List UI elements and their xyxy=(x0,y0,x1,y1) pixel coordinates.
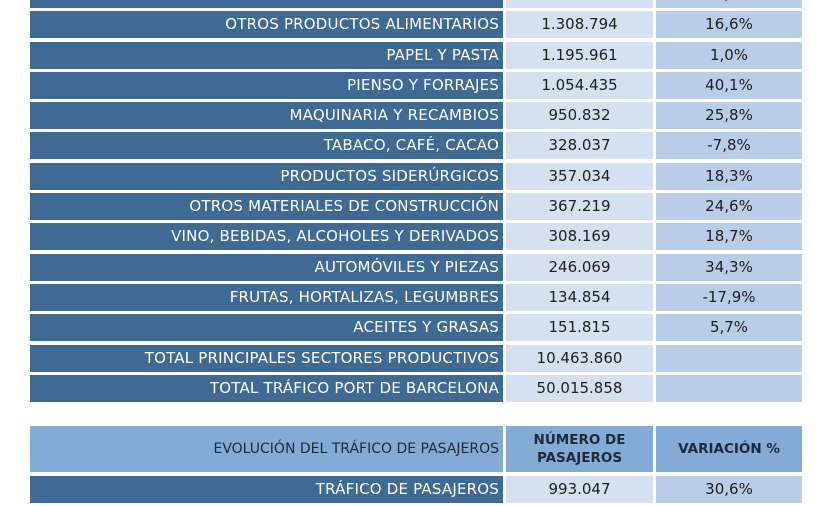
table-row: TRÁFICO DE PASAJEROS 993.047 30,6% xyxy=(30,476,802,503)
row-value: 357.034 xyxy=(506,162,653,190)
row-label: VINO, BEBIDAS, ALCOHOLES Y DERIVADOS xyxy=(30,223,503,251)
row-value: 134.854 xyxy=(506,283,653,311)
row-variation: 18,7% xyxy=(656,223,802,251)
row-label: AUTOMÓVILES Y PIEZAS xyxy=(30,253,503,281)
row-variation: 24,6% xyxy=(656,193,802,221)
row-label: PAPEL Y PASTA xyxy=(30,41,503,69)
table-row-total-port: TOTAL TRÁFICO PORT DE BARCELONA 50.015.8… xyxy=(30,374,802,402)
table-row: ACEITES Y GRASAS 151.815 5,7% xyxy=(30,314,802,342)
header-label: EVOLUCIÓN DEL TRÁFICO DE PASAJEROS xyxy=(30,426,503,472)
table-row: PAPEL Y PASTA 1.195.961 1,0% xyxy=(30,41,802,69)
row-label: FRUTAS, HORTALIZAS, LEGUMBRES xyxy=(30,283,503,311)
table-row: PRODUCTOS SIDERÚRGICOS 357.034 18,3% xyxy=(30,162,802,190)
table-row: MAQUINARIA Y RECAMBIOS 950.832 25,8% xyxy=(30,102,802,130)
header-variation: VARIACIÓN % xyxy=(656,426,802,472)
row-label: TOTAL TRÁFICO PORT DE BARCELONA xyxy=(30,374,503,402)
header-number-of-passengers: NÚMERO DE PASAJEROS xyxy=(506,426,653,472)
row-variation: 1,0% xyxy=(656,41,802,69)
table-row: RESTO DE MERCANCÍA SEGÚN SU NATURALEZA 1… xyxy=(30,0,802,8)
row-label: TOTAL PRINCIPALES SECTORES PRODUCTIVOS xyxy=(30,344,503,372)
table-header: EVOLUCIÓN DEL TRÁFICO DE PASAJEROS NÚMER… xyxy=(30,426,802,472)
table-row: TABACO, CAFÉ, CACAO 328.037 -7,8% xyxy=(30,132,802,160)
passengers-table: EVOLUCIÓN DEL TRÁFICO DE PASAJEROS NÚMER… xyxy=(30,426,802,506)
row-variation: 20,7% xyxy=(656,0,802,8)
row-label: TRÁFICO DE PASAJEROS xyxy=(30,476,503,503)
row-value: 1.848.894 xyxy=(506,0,653,8)
row-value: 50.015.858 xyxy=(506,374,653,402)
table-row: AUTOMÓVILES Y PIEZAS 246.069 34,3% xyxy=(30,253,802,281)
row-value: 308.169 xyxy=(506,223,653,251)
row-value: 367.219 xyxy=(506,193,653,221)
row-label: PIENSO Y FORRAJES xyxy=(30,71,503,99)
row-variation: 18,3% xyxy=(656,162,802,190)
row-label: RESTO DE MERCANCÍA SEGÚN SU NATURALEZA xyxy=(30,0,503,8)
table-row-total-sectors: TOTAL PRINCIPALES SECTORES PRODUCTIVOS 1… xyxy=(30,344,802,372)
row-value: 1.054.435 xyxy=(506,71,653,99)
row-variation: 34,3% xyxy=(656,253,802,281)
row-value: 10.463.860 xyxy=(506,344,653,372)
goods-traffic-table: RESTO DE MERCANCÍA SEGÚN SU NATURALEZA 1… xyxy=(30,0,802,405)
row-value: 1.308.794 xyxy=(506,11,653,39)
row-label: ACEITES Y GRASAS xyxy=(30,314,503,342)
row-value: 328.037 xyxy=(506,132,653,160)
table-row: PIENSO Y FORRAJES 1.054.435 40,1% xyxy=(30,71,802,99)
row-value: 151.815 xyxy=(506,314,653,342)
table-row: VINO, BEBIDAS, ALCOHOLES Y DERIVADOS 308… xyxy=(30,223,802,251)
row-variation: 30,6% xyxy=(656,476,802,503)
row-variation: -17,9% xyxy=(656,283,802,311)
row-label: OTROS PRODUCTOS ALIMENTARIOS xyxy=(30,11,503,39)
row-variation: 25,8% xyxy=(656,102,802,130)
row-label: OTROS MATERIALES DE CONSTRUCCIÓN xyxy=(30,193,503,221)
row-label: MAQUINARIA Y RECAMBIOS xyxy=(30,102,503,130)
row-label: PRODUCTOS SIDERÚRGICOS xyxy=(30,162,503,190)
row-value: 246.069 xyxy=(506,253,653,281)
row-variation xyxy=(656,374,802,402)
row-label: TABACO, CAFÉ, CACAO xyxy=(30,132,503,160)
table-row: OTROS PRODUCTOS ALIMENTARIOS 1.308.794 1… xyxy=(30,11,802,39)
row-value: 1.195.961 xyxy=(506,41,653,69)
row-value: 993.047 xyxy=(506,476,653,503)
row-variation: 5,7% xyxy=(656,314,802,342)
row-value: 950.832 xyxy=(506,102,653,130)
row-variation: -7,8% xyxy=(656,132,802,160)
row-variation: 16,6% xyxy=(656,11,802,39)
table-row: FRUTAS, HORTALIZAS, LEGUMBRES 134.854 -1… xyxy=(30,283,802,311)
row-variation xyxy=(656,344,802,372)
table-row: OTROS MATERIALES DE CONSTRUCCIÓN 367.219… xyxy=(30,193,802,221)
row-variation: 40,1% xyxy=(656,71,802,99)
